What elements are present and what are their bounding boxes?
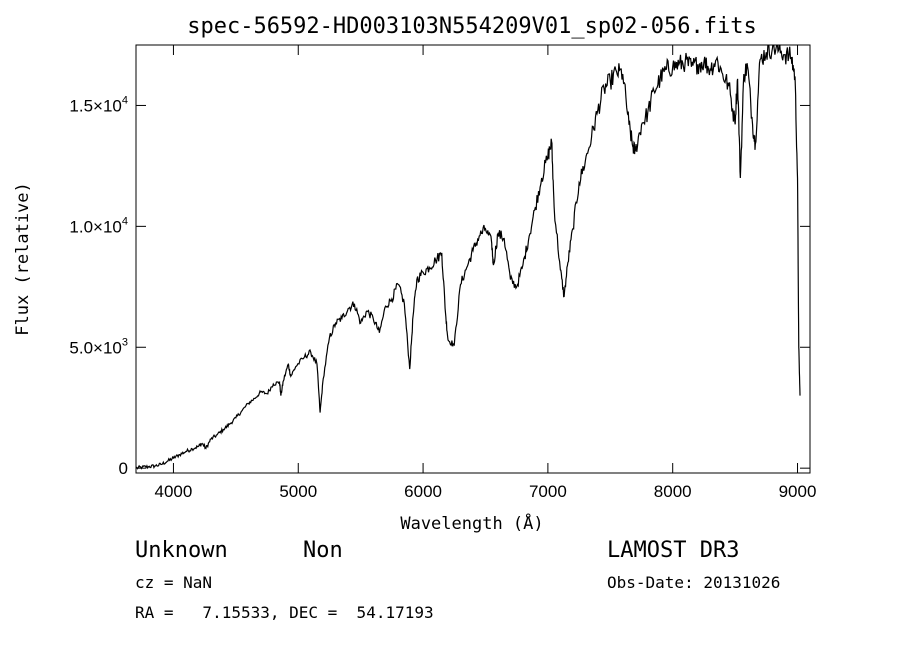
object-name: Unknown bbox=[135, 538, 228, 563]
coordinates: RA = 7.15533, DEC = 54.17193 bbox=[135, 603, 434, 622]
x-tick-label: 5000 bbox=[279, 482, 317, 501]
y-tick-mantissa: 5.0×10 bbox=[69, 338, 121, 357]
y-tick-mantissa: 1.5×10 bbox=[69, 96, 121, 115]
object-class: Non bbox=[303, 538, 343, 563]
x-axis-ticks: 4000 5000 6000 7000 8000 9000 bbox=[155, 45, 817, 501]
x-tick-label: 6000 bbox=[404, 482, 442, 501]
y-axis-label: Flux (relative) bbox=[13, 182, 33, 336]
x-tick-label: 4000 bbox=[155, 482, 193, 501]
survey-label: LAMOST DR3 bbox=[607, 538, 740, 563]
y-tick-label: 5.0×103 bbox=[69, 336, 128, 357]
y-tick-mantissa: 0 bbox=[119, 459, 128, 478]
y-tick-label: 0 bbox=[119, 459, 128, 478]
y-tick-exponent: 4 bbox=[122, 94, 128, 106]
y-tick-mantissa: 1.0×10 bbox=[69, 217, 121, 236]
x-tick-label: 9000 bbox=[779, 482, 817, 501]
spectrum-line bbox=[136, 45, 801, 470]
y-tick-label: 1.0×104 bbox=[69, 215, 128, 236]
obs-date: Obs-Date: 20131026 bbox=[607, 573, 781, 592]
y-tick-label: 1.5×104 bbox=[69, 94, 128, 115]
x-tick-label: 8000 bbox=[654, 482, 692, 501]
cz-value: cz = NaN bbox=[135, 573, 213, 592]
x-tick-label: 7000 bbox=[529, 482, 567, 501]
y-tick-exponent: 3 bbox=[122, 336, 128, 348]
x-axis-label: Wavelength (Å) bbox=[400, 512, 543, 534]
y-tick-exponent: 4 bbox=[122, 215, 128, 227]
chart-title: spec-56592-HD003103N554209V01_sp02-056.f… bbox=[187, 14, 757, 39]
plot-frame bbox=[135, 44, 811, 474]
